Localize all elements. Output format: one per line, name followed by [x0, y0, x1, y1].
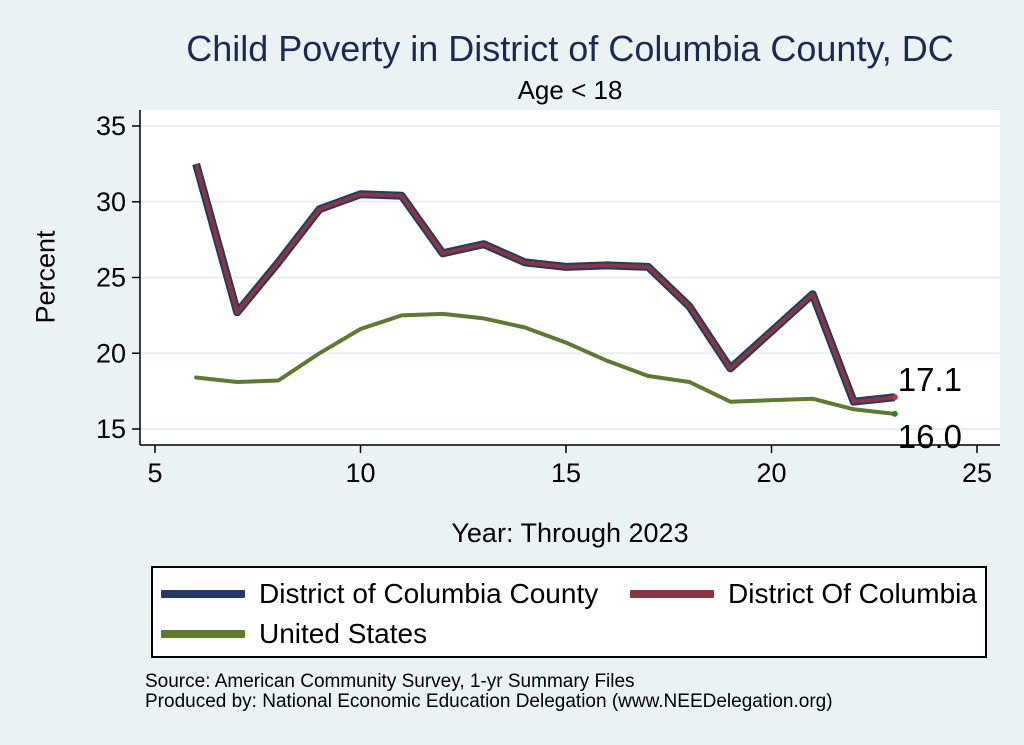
end-point-dc: [891, 394, 898, 401]
x-tick-label: 25: [962, 458, 992, 488]
legend-label-dc: District Of Columbia: [728, 578, 977, 609]
chart-subtitle: Age < 18: [517, 75, 623, 105]
x-tick-label: 10: [345, 458, 375, 488]
annotations: 17.1 16.0: [891, 361, 962, 455]
source-note: Source: American Community Survey, 1-yr …: [145, 672, 833, 712]
y-tick-label: 20: [96, 338, 126, 368]
gridlines: [140, 125, 1000, 430]
y-tick-label: 15: [96, 414, 126, 444]
x-tick-label: 5: [147, 458, 162, 488]
source-line-2: Produced by: National Economic Education…: [145, 691, 833, 712]
x-tick-label: 15: [551, 458, 581, 488]
legend-label-us: United States: [259, 618, 428, 649]
legend-swatch-dc-county: [161, 590, 245, 598]
x-axis-label: Year: Through 2023: [451, 518, 689, 548]
end-point-us: [891, 410, 898, 417]
legend: District of Columbia County District Of …: [151, 566, 987, 658]
legend-item-dc: District Of Columbia: [630, 578, 977, 610]
legend-item-us: United States: [161, 618, 427, 650]
y-tick-label: 35: [96, 111, 126, 141]
legend-swatch-us: [161, 630, 245, 638]
y-tick-label: 25: [96, 263, 126, 293]
axes: 15 20 25 30 35 5 10 15 20 25: [96, 110, 1000, 488]
legend-swatch-dc: [630, 590, 714, 598]
chart-title: Child Poverty in District of Columbia Co…: [186, 28, 954, 69]
legend-item-dc-county: District of Columbia County: [161, 578, 598, 610]
legend-label-dc-county: District of Columbia County: [259, 578, 599, 609]
series-line-united-states: [194, 311, 897, 416]
series-group: [192, 162, 897, 416]
annotation-dc-value: 17.1: [898, 361, 962, 398]
series-line-dc: [194, 163, 896, 404]
source-line-1: Source: American Community Survey, 1-yr …: [145, 671, 635, 692]
annotation-us-value: 16.0: [898, 418, 962, 455]
y-tick-label: 30: [96, 187, 126, 217]
x-tick-label: 20: [756, 458, 786, 488]
